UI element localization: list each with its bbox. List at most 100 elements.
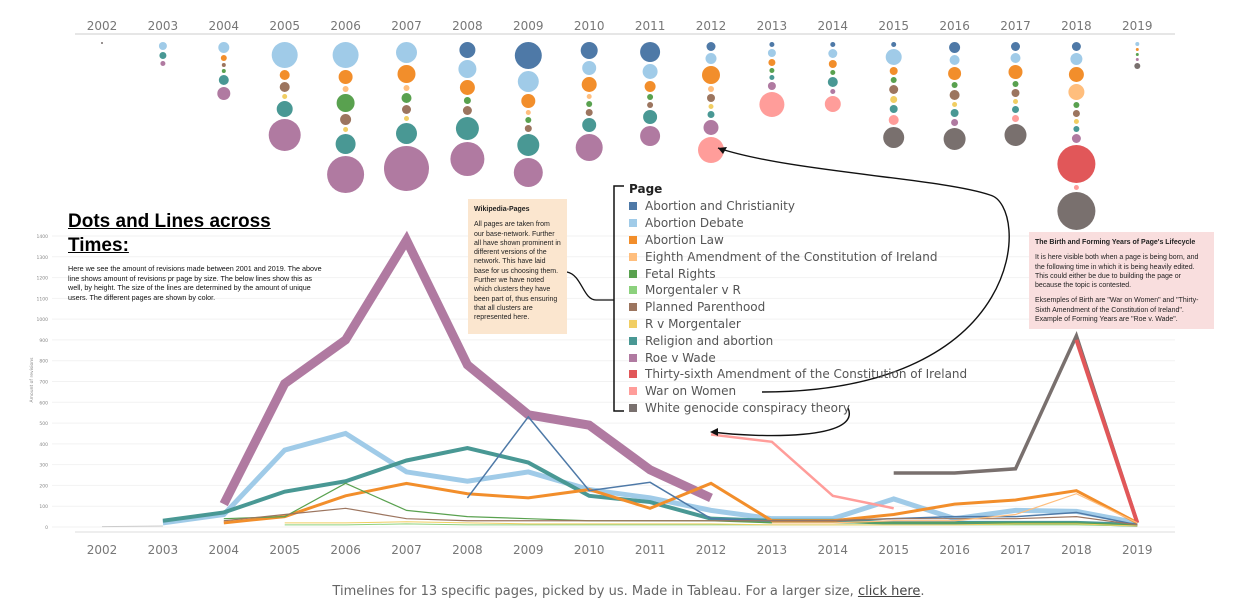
y-tick-label: 300 [39, 463, 48, 469]
bottom-year-label: 2019 [1122, 543, 1153, 557]
legend-swatch [629, 269, 637, 278]
legend-swatch [629, 387, 637, 396]
legend-swatch [629, 286, 637, 295]
top-year-label: 2005 [269, 19, 300, 33]
revision-dot [708, 86, 714, 92]
revision-dot [767, 49, 776, 57]
revision-dot [218, 75, 229, 85]
bracket-to-note-arrow [566, 271, 614, 301]
revision-dot [640, 42, 661, 62]
revision-dot [517, 134, 540, 156]
revision-dot [327, 156, 365, 193]
revision-dot [458, 60, 477, 78]
revision-dot [1011, 89, 1020, 97]
revision-dot [828, 49, 838, 58]
revision-dot [1070, 53, 1083, 65]
caption: Timelines for 13 specific pages, picked … [0, 584, 1257, 599]
caption-end: . [920, 584, 925, 599]
legend-item[interactable]: Abortion Law [629, 232, 967, 249]
legend-item[interactable]: Abortion and Christianity [629, 198, 967, 215]
title-box: Dots and Lines across Times: Here we see… [68, 210, 328, 302]
y-axis: 0 100 200 300 400 500 600 700 800 900 1000 1100 1200… [29, 234, 48, 531]
legend-label: Abortion Debate [645, 216, 744, 231]
revision-dot [384, 146, 429, 191]
revision-dot [402, 105, 411, 114]
revision-dot [459, 80, 475, 95]
revision-dot [943, 128, 966, 150]
revision-dot [890, 96, 898, 103]
caption-link[interactable]: click here [857, 584, 921, 599]
revision-dot [218, 42, 230, 53]
white-genocide-arrow [711, 407, 850, 437]
legend-item[interactable]: White genocide conspiracy theory [629, 400, 967, 417]
revision-dot [221, 63, 226, 67]
revision-dot [1012, 115, 1019, 122]
revision-dot [883, 127, 905, 148]
bottom-year-label: 2016 [939, 543, 970, 557]
legend-swatch [629, 303, 637, 312]
legend-items: Abortion and Christianity Abortion Debate… [629, 198, 967, 416]
revision-dot [586, 101, 593, 107]
revision-dot [703, 120, 719, 135]
birth-note-heading: The Birth and Forming Years of Page's Li… [1035, 239, 1196, 246]
revision-dot [338, 70, 353, 84]
legend-label: Planned Parenthood [645, 300, 766, 315]
legend-swatch [629, 370, 637, 379]
wikipedia-pages-note: Wikipedia-Pages All pages are taken from… [468, 199, 567, 334]
legend-label: Abortion and Christianity [645, 199, 795, 214]
y-tick-label: 600 [39, 400, 48, 406]
legend-swatch [629, 202, 637, 211]
revision-dot [640, 126, 661, 146]
y-tick-label: 1400 [37, 234, 49, 240]
revision-dot [1135, 42, 1140, 46]
revision-dot [706, 42, 716, 51]
legend-label: Morgentaler v R [645, 283, 741, 298]
legend-item[interactable]: Thirty-sixth Amendment of the Constituti… [629, 366, 967, 383]
revision-dot [769, 75, 775, 80]
dot-timeline [101, 42, 1141, 230]
y-tick-label: 1300 [37, 255, 49, 261]
revision-dot [580, 42, 598, 59]
revision-dot [332, 42, 359, 68]
revision-dot [397, 65, 416, 83]
revision-dot [1057, 192, 1096, 230]
series-line [284, 523, 1138, 527]
legend-item[interactable]: R v Morgentaler [629, 316, 967, 333]
legend-item[interactable]: Eighth Amendment of the Constitution of … [629, 248, 967, 265]
legend: Page Abortion and Christianity Abortion D… [629, 182, 967, 416]
top-year-label: 2019 [1122, 19, 1153, 33]
revision-dot [1073, 126, 1080, 132]
top-year-label: 2011 [635, 19, 666, 33]
top-year-label: 2015 [878, 19, 909, 33]
legend-label: Roe v Wade [645, 350, 716, 365]
top-year-label: 2014 [818, 19, 849, 33]
legend-item[interactable]: Roe v Wade [629, 349, 967, 366]
y-tick-label: 400 [39, 442, 48, 448]
revision-dot [459, 42, 476, 58]
revision-dot [707, 111, 715, 118]
y-tick-label: 200 [39, 483, 48, 489]
revision-dot [101, 42, 103, 44]
revision-dot [1068, 67, 1084, 82]
legend-item[interactable]: Fetal Rights [629, 265, 967, 282]
legend-swatch [629, 219, 637, 228]
arrow-head [718, 147, 727, 154]
legend-label: Religion and abortion [645, 333, 774, 348]
series-line [710, 433, 894, 510]
bottom-year-axis: 2002 2003 2004 2005 2006 2007 2008 2009 2010 2011… [75, 531, 1175, 557]
top-year-label: 2018 [1061, 19, 1092, 33]
legend-item[interactable]: Religion and abortion [629, 332, 967, 349]
legend-item[interactable]: Morgentaler v R [629, 282, 967, 299]
revision-dot [830, 70, 836, 75]
bottom-year-label: 2009 [513, 543, 544, 557]
legend-item[interactable]: Abortion Debate [629, 215, 967, 232]
bottom-year-label: 2005 [269, 543, 300, 557]
y-tick-label: 100 [39, 504, 48, 510]
legend-item[interactable]: War on Women [629, 383, 967, 400]
revision-dot [1135, 53, 1139, 56]
bottom-year-label: 2011 [635, 543, 666, 557]
legend-item[interactable]: Planned Parenthood [629, 299, 967, 316]
legend-label: Fetal Rights [645, 266, 716, 281]
revision-dot [404, 116, 409, 121]
